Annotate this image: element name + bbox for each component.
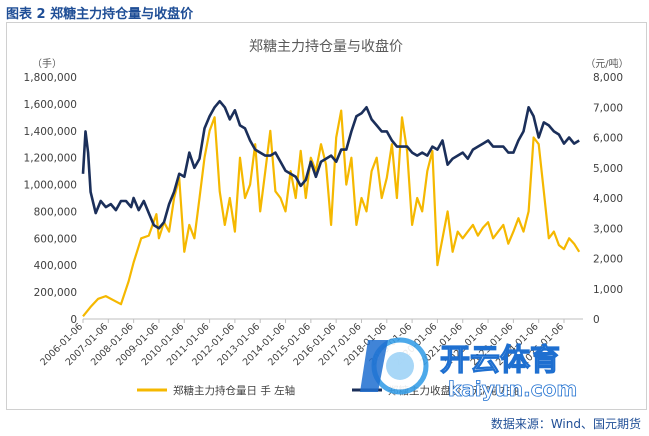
y-left-tick-label: 0 xyxy=(70,314,77,326)
y-right-tick-label: 3,000 xyxy=(593,223,623,235)
y-right-tick-label: 7,000 xyxy=(593,102,623,114)
left-axis-unit: （手） xyxy=(32,57,62,70)
y-left-tick-label: 1,600,000 xyxy=(24,99,77,111)
y-left-tick-label: 200,000 xyxy=(34,287,77,299)
y-left-tick-label: 800,000 xyxy=(34,206,77,218)
watermark-brand: 开云体育 xyxy=(440,343,560,378)
y-right-tick-label: 0 xyxy=(593,314,600,326)
y-left-tick-label: 1,200,000 xyxy=(24,153,77,165)
y-right-tick-label: 8,000 xyxy=(593,72,623,84)
chart-title: 郑糖主力持仓量与收盘价 xyxy=(249,38,403,55)
legend-label: 郑糖主力收盘价（元/吨 左轴 xyxy=(388,384,521,397)
watermark-logo: 开云体育 kaiyun.com xyxy=(360,337,578,401)
figure-title: 图表 2 郑糖主力持仓量与收盘价 xyxy=(6,7,194,22)
y-left-tick-label: 600,000 xyxy=(34,233,77,245)
y-right-tick-label: 4,000 xyxy=(593,193,623,205)
y-right-tick-label: 5,000 xyxy=(593,163,623,175)
position-series-line xyxy=(82,109,581,317)
y-left-tick-label: 1,000,000 xyxy=(24,180,77,192)
source-note: 数据来源：Wind、国元期货 xyxy=(490,417,641,431)
right-axis-unit: （元/吨） xyxy=(585,57,628,70)
series-layer xyxy=(81,99,581,317)
legend-label: 郑糖主力持仓量日 手 左轴 xyxy=(173,384,295,397)
y-right-tick-label: 1,000 xyxy=(593,284,623,296)
price-series-line xyxy=(81,99,580,230)
y-right-tick-label: 6,000 xyxy=(593,133,623,145)
y-right-tick-label: 2,000 xyxy=(593,254,623,266)
watermark-url: kaiyun.com xyxy=(448,377,577,401)
y-left-tick-label: 1,400,000 xyxy=(24,126,77,138)
chart-frame: 郑糖主力持仓量与收盘价 （手） （元/吨） 0 200,000 400,000 600… xyxy=(6,22,647,410)
y-left-tick-label: 1,800,000 xyxy=(24,72,77,84)
y-left-tick-label: 400,000 xyxy=(34,260,77,272)
